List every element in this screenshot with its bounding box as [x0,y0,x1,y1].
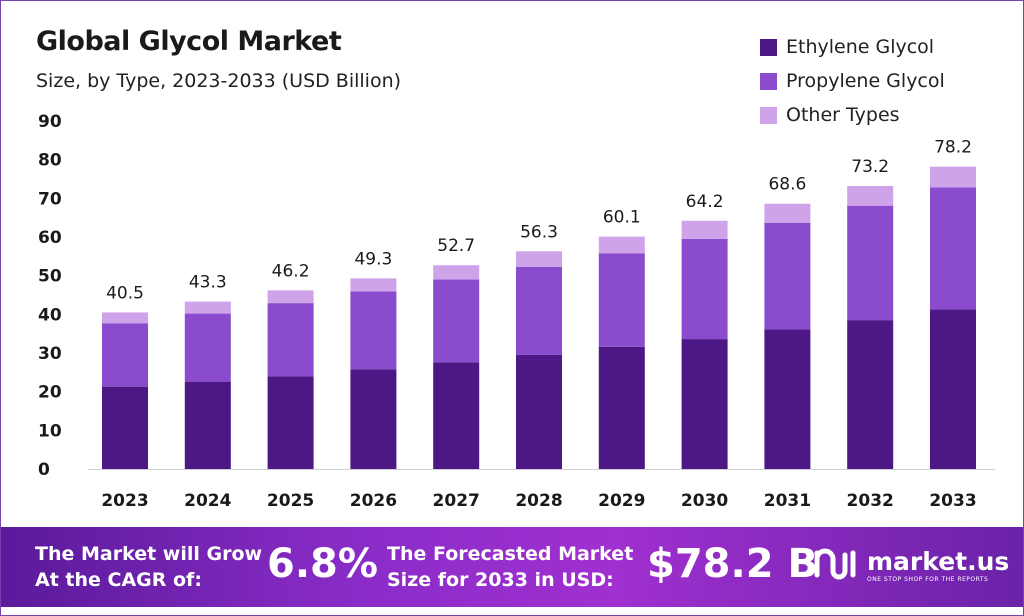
y-tick-label: 90 [38,112,62,132]
y-tick-label: 40 [38,305,62,325]
bar-segment-ethylene-glycol [433,362,480,469]
bar-segment-other-types [350,278,397,292]
bar-total-label: 43.3 [189,273,227,293]
bar-segment-propylene-glycol [184,313,231,382]
bar-segment-propylene-glycol [847,205,894,321]
bar-segment-ethylene-glycol [184,381,231,469]
market-us-logo: market.us ONE STOP SHOP FOR THE REPORTS [813,545,1009,585]
bar-segment-propylene-glycol [433,279,480,363]
forecast-label-line: Size for 2033 in USD: [387,569,614,591]
bar-total-label: 52.7 [437,236,475,256]
bar-total-label: 78.2 [934,138,972,158]
summary-banner: The Market will Grow At the CAGR of: 6.8%… [1,527,1023,607]
y-tick-label: 50 [38,267,62,287]
bar-segment-ethylene-glycol [764,329,811,469]
y-tick-label: 60 [38,228,62,248]
y-tick-label: 20 [38,383,62,403]
legend-swatch [760,72,777,90]
bar-segment-other-types [930,166,976,188]
bar-segment-propylene-glycol [516,266,562,355]
stacked-bar-chart: 010203040506070809040.5202343.3202446.22… [38,112,995,511]
cagr-value: 6.8% [267,541,378,587]
y-tick-label: 30 [38,344,62,364]
bar-total-label: 73.2 [851,157,889,177]
y-tick-label: 0 [38,460,50,480]
bar-total-label: 49.3 [354,249,392,269]
legend-item-propylene: Propylene Glycol [760,64,945,98]
bar-segment-other-types [598,236,645,254]
forecast-label: The Forecasted Market Size for 2033 in US… [387,541,633,593]
legend-item-ethylene: Ethylene Glycol [760,30,945,64]
x-tick-label: 2033 [929,491,976,511]
legend-swatch [760,106,777,124]
x-tick-label: 2031 [764,491,811,511]
cagr-label-line: The Market will Grow [35,543,263,565]
logo-icon [814,548,856,580]
bar-segment-ethylene-glycol [350,369,397,469]
bar-segment-other-types [267,290,314,304]
chart-subtitle: Size, by Type, 2023-2033 (USD Billion) [36,70,402,92]
bar-segment-ethylene-glycol [681,339,728,469]
bar-segment-other-types [516,251,562,267]
bar-total-label: 68.6 [768,175,806,195]
bar-segment-propylene-glycol [681,238,728,340]
bar-total-label: 60.1 [603,208,641,228]
x-tick-label: 2023 [101,491,148,511]
bar-segment-other-types [184,301,231,314]
legend-item-other: Other Types [760,98,945,132]
bar-segment-other-types [764,203,811,223]
bar-segment-ethylene-glycol [598,346,645,469]
x-tick-label: 2025 [267,491,314,511]
bar-segment-propylene-glycol [350,291,397,370]
x-tick-label: 2030 [681,491,728,511]
bar-segment-other-types [102,312,148,324]
bar-segment-ethylene-glycol [847,320,894,469]
bar-total-label: 64.2 [686,192,724,212]
x-tick-label: 2026 [350,491,397,511]
x-tick-label: 2028 [515,491,562,511]
bar-segment-other-types [433,265,480,280]
bar-segment-other-types [681,220,728,239]
x-tick-label: 2027 [433,491,480,511]
logo-name: market.us [867,547,1010,576]
legend-label: Ethylene Glycol [786,36,935,58]
bar-segment-propylene-glycol [764,222,811,330]
cagr-label: The Market will Grow At the CAGR of: [35,541,262,593]
y-tick-label: 80 [38,151,62,171]
forecast-value: $78.2 B [647,541,818,587]
bar-segment-propylene-glycol [930,187,976,310]
legend-label: Propylene Glycol [786,70,945,92]
x-tick-label: 2029 [598,491,645,511]
chart-title: Global Glycol Market [36,26,342,57]
x-tick-label: 2024 [184,491,231,511]
bar-segment-propylene-glycol [267,303,314,377]
bar-segment-ethylene-glycol [267,376,314,469]
bar-segment-other-types [847,185,894,206]
y-tick-label: 10 [38,421,62,441]
bar-total-label: 40.5 [106,283,144,303]
y-tick-label: 70 [38,189,62,209]
legend: Ethylene Glycol Propylene Glycol Other T… [760,30,945,132]
bar-segment-ethylene-glycol [930,309,976,469]
logo-tagline: ONE STOP SHOP FOR THE REPORTS [867,576,989,583]
legend-swatch [760,38,777,56]
bar-segment-ethylene-glycol [516,354,562,469]
bar-total-label: 56.3 [520,222,558,242]
bar-segment-ethylene-glycol [102,386,148,469]
legend-label: Other Types [786,104,900,126]
forecast-label-line: The Forecasted Market [387,543,634,565]
x-tick-label: 2032 [847,491,894,511]
bar-total-label: 46.2 [272,261,310,281]
bar-segment-propylene-glycol [102,323,148,387]
cagr-label-line: At the CAGR of: [35,569,202,591]
bar-segment-propylene-glycol [598,253,645,347]
